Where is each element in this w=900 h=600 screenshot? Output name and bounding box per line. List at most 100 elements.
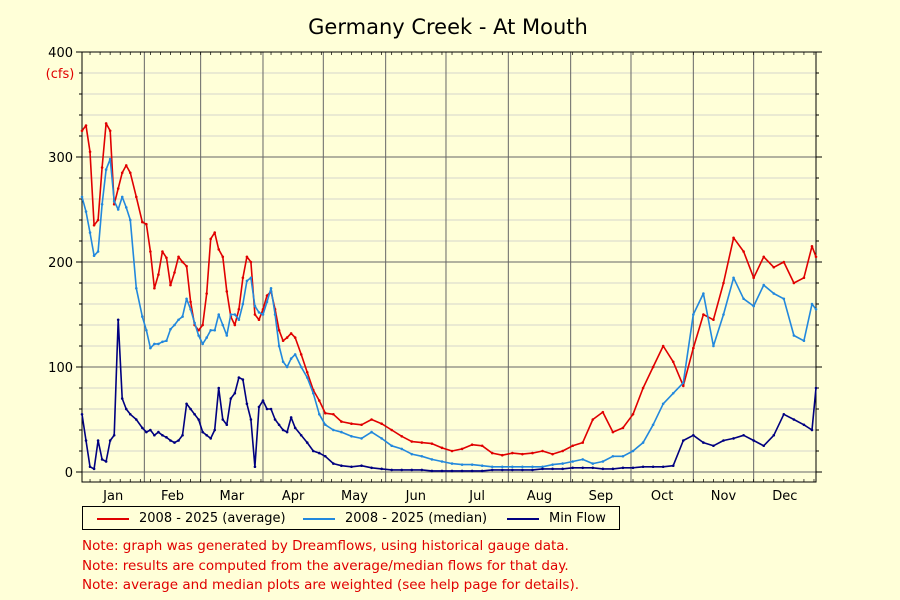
series-0-point xyxy=(299,353,303,356)
y-tick-label: 200 xyxy=(48,256,73,271)
series-0-point xyxy=(205,292,208,295)
series-1-point xyxy=(88,231,92,234)
series-0-point xyxy=(792,281,796,285)
series-0-point xyxy=(124,164,128,167)
x-tick-label: Jun xyxy=(405,489,426,504)
series-1-point xyxy=(80,195,84,199)
series-1-point xyxy=(551,463,554,466)
series-2-point xyxy=(104,460,108,463)
series-2-point xyxy=(521,468,524,472)
series-0-point xyxy=(217,248,221,251)
series-1-point xyxy=(661,402,665,406)
series-0-point xyxy=(531,451,534,455)
series-1-point xyxy=(273,313,277,316)
series-1-point xyxy=(814,307,818,311)
series-2-point xyxy=(134,418,138,421)
series-0-point xyxy=(581,441,585,444)
series-0-point xyxy=(253,313,257,316)
series-0-point xyxy=(814,255,818,259)
series-1-point xyxy=(340,430,343,434)
series-2-point xyxy=(245,402,249,406)
series-2-point xyxy=(169,439,172,442)
series-1-point xyxy=(370,430,373,434)
series-2-point xyxy=(92,467,96,471)
series-2-point xyxy=(108,439,112,442)
series-1-point xyxy=(141,315,144,318)
series-1-point xyxy=(641,441,645,444)
series-2-point xyxy=(722,439,725,442)
series-2-point xyxy=(772,433,776,437)
series-1-point xyxy=(237,318,241,322)
series-1-point xyxy=(257,311,261,314)
series-0-point xyxy=(671,360,675,364)
series-2-point xyxy=(317,451,321,455)
series-1-point xyxy=(116,208,120,211)
series-2-point xyxy=(253,465,257,469)
note-line: Note: results are computed from the aver… xyxy=(82,557,569,574)
series-0-point xyxy=(360,423,363,427)
series-2-point xyxy=(100,458,104,461)
series-1-point xyxy=(792,334,796,337)
series-1-point xyxy=(390,444,393,448)
series-2-point xyxy=(181,433,184,437)
series-1-point xyxy=(165,339,168,343)
x-tick-label: Nov xyxy=(711,489,737,504)
x-tick-label: Jul xyxy=(468,489,485,504)
series-2-point xyxy=(631,466,635,470)
series-2-point xyxy=(480,469,484,473)
series-2-point xyxy=(233,391,237,395)
series-2-point xyxy=(692,433,695,437)
series-1-point xyxy=(128,218,132,222)
series-1-point xyxy=(531,465,534,469)
y-tick-label: 100 xyxy=(48,361,73,376)
series-1-point xyxy=(249,276,253,280)
series-1-point xyxy=(702,292,705,295)
series-2-point xyxy=(189,407,192,411)
series-1-point xyxy=(145,328,148,332)
series-1-point xyxy=(631,449,635,453)
series-2-point xyxy=(128,412,132,416)
series-0-point xyxy=(400,435,404,438)
series-0-point xyxy=(420,441,424,444)
series-2-point xyxy=(742,433,745,437)
series-2-point xyxy=(792,418,796,421)
x-tick-label: Apr xyxy=(282,489,305,504)
y-tick-label: 400 xyxy=(48,46,73,61)
series-1-point xyxy=(541,465,544,469)
series-2-point xyxy=(249,418,253,421)
grid-lines xyxy=(82,51,816,482)
series-2-point xyxy=(124,407,128,411)
series-0-point xyxy=(631,412,635,416)
series-1-point xyxy=(305,376,309,379)
series-1-point xyxy=(299,365,303,369)
series-0-point xyxy=(233,323,237,327)
series-1-point xyxy=(511,465,514,469)
series-1-point xyxy=(185,297,188,301)
series-0-point xyxy=(521,452,524,456)
x-tick-label: Jan xyxy=(102,489,123,504)
series-0-point xyxy=(611,430,615,434)
series-0-point xyxy=(782,260,786,264)
y-axis-unit-label: (cfs) xyxy=(46,67,75,82)
series-2-point xyxy=(88,465,92,469)
series-0-point xyxy=(440,446,444,450)
series-1-point xyxy=(742,297,745,301)
series-0-point xyxy=(762,255,766,259)
series-1-point xyxy=(197,334,200,337)
series-2-point xyxy=(762,444,766,448)
series-2-point xyxy=(153,433,156,437)
series-2-point xyxy=(201,430,204,434)
series-0-point xyxy=(661,344,665,348)
series-2-point xyxy=(561,467,564,471)
series-1-point xyxy=(173,323,176,327)
series-2-point xyxy=(440,469,444,473)
legend-swatch-average xyxy=(97,517,129,520)
series-2-point xyxy=(541,467,544,471)
series-1-point xyxy=(651,423,655,427)
series-1-point xyxy=(161,340,164,344)
legend-label-average: 2008 - 2025 (average) xyxy=(139,511,286,526)
series-2-point xyxy=(470,469,474,473)
note-line: Note: graph was generated by Dreamflows,… xyxy=(82,538,569,554)
series-2-point xyxy=(141,426,144,430)
